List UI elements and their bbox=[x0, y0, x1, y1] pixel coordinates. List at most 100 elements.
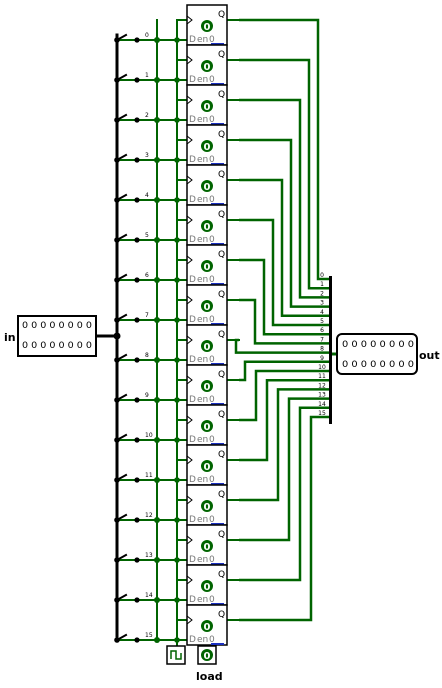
d-label: D bbox=[189, 115, 196, 125]
state-indicator bbox=[201, 300, 213, 312]
state-value: 0 bbox=[204, 582, 211, 593]
splitter-dot bbox=[134, 317, 140, 323]
clock-dot bbox=[174, 77, 180, 83]
state-value: 0 bbox=[204, 622, 211, 633]
splitter-dot bbox=[134, 157, 140, 163]
q-label: Q bbox=[218, 610, 225, 620]
clock-dot bbox=[174, 237, 180, 243]
en-label: en bbox=[197, 35, 208, 45]
splitter-dot bbox=[134, 557, 140, 563]
load-pin-value: 0 bbox=[204, 651, 211, 662]
combiner-label: 12 bbox=[318, 382, 326, 389]
clock-dot bbox=[174, 117, 180, 123]
zero-label: 0 bbox=[209, 635, 215, 645]
zero-label: 0 bbox=[209, 115, 215, 125]
data-dot bbox=[154, 237, 160, 243]
clock-triangle-icon bbox=[186, 135, 193, 145]
d-label: D bbox=[189, 195, 196, 205]
data-dot bbox=[154, 197, 160, 203]
zero-label: 0 bbox=[209, 195, 215, 205]
output-wire bbox=[239, 388, 329, 502]
zero-label: 0 bbox=[209, 595, 215, 605]
bit-label: 2 bbox=[145, 112, 149, 119]
state-indicator bbox=[201, 460, 213, 472]
data-dot bbox=[154, 277, 160, 283]
bit-label: 13 bbox=[145, 552, 153, 559]
state-value: 0 bbox=[204, 22, 211, 33]
output-label: out bbox=[419, 349, 440, 362]
data-dot bbox=[154, 557, 160, 563]
d-label: D bbox=[189, 75, 196, 85]
flipflop-15: QD en 00 bbox=[186, 604, 228, 646]
zero-label: 0 bbox=[209, 355, 215, 365]
clock-triangle-icon bbox=[186, 255, 193, 265]
zero-label: 0 bbox=[209, 395, 215, 405]
splitter-dot bbox=[114, 397, 120, 403]
q-label: Q bbox=[218, 130, 225, 140]
bit-label: 1 bbox=[145, 72, 149, 79]
q-label: Q bbox=[218, 90, 225, 100]
en-label: en bbox=[197, 355, 208, 365]
combiner-label: 0 bbox=[320, 272, 324, 279]
splitter-dot bbox=[114, 597, 120, 603]
clock-dot bbox=[174, 397, 180, 403]
input-pin[interactable]: 0 0 0 0 0 0 0 0 0 0 0 0 0 0 0 0 bbox=[17, 315, 97, 357]
combiner-label: 7 bbox=[320, 336, 324, 343]
input-pin-row-2: 0 0 0 0 0 0 0 0 bbox=[22, 341, 92, 351]
clock-dot bbox=[174, 477, 180, 483]
state-indicator bbox=[201, 580, 213, 592]
data-dot bbox=[154, 37, 160, 43]
clock-dot bbox=[174, 277, 180, 283]
splitter-dot bbox=[134, 237, 140, 243]
flipflop-1: QD en 00 bbox=[186, 44, 228, 86]
input-label: in bbox=[4, 331, 16, 344]
output-wire bbox=[239, 360, 329, 382]
combiner-label: 11 bbox=[318, 373, 326, 380]
d-label: D bbox=[189, 435, 196, 445]
clock-triangle-icon bbox=[186, 55, 193, 65]
flipflop-6: QD en 00 bbox=[186, 244, 228, 286]
splitter-dot bbox=[114, 437, 120, 443]
splitter-dot bbox=[114, 637, 120, 643]
en-label: en bbox=[197, 155, 208, 165]
load-pin[interactable]: 0 bbox=[197, 645, 217, 665]
bit-label: 3 bbox=[145, 152, 149, 159]
q-label: Q bbox=[218, 210, 225, 220]
clock-triangle-icon bbox=[186, 175, 193, 185]
output-pin: 0 0 0 0 0 0 0 0 0 0 0 0 0 0 0 0 bbox=[336, 333, 418, 375]
flipflop-13: QD en 00 bbox=[186, 524, 228, 566]
splitter-dot bbox=[134, 37, 140, 43]
state-indicator bbox=[201, 180, 213, 192]
clock-triangle-icon bbox=[186, 15, 193, 25]
state-value: 0 bbox=[204, 62, 211, 73]
clock-triangle-icon bbox=[186, 535, 193, 545]
en-label: en bbox=[197, 75, 208, 85]
state-value: 0 bbox=[204, 422, 211, 433]
en-label: en bbox=[197, 515, 208, 525]
d-label: D bbox=[189, 515, 196, 525]
en-label: en bbox=[197, 315, 208, 325]
q-label: Q bbox=[218, 250, 225, 260]
d-label: D bbox=[189, 635, 196, 645]
data-dot bbox=[154, 357, 160, 363]
output-wire bbox=[239, 298, 329, 345]
bit-label: 7 bbox=[145, 312, 149, 319]
output-wire bbox=[239, 258, 329, 336]
output-wire bbox=[239, 98, 329, 299]
combiner-label: 15 bbox=[318, 410, 326, 417]
d-label: D bbox=[189, 35, 196, 45]
clock-wave-icon bbox=[170, 650, 182, 660]
clock-dot bbox=[174, 437, 180, 443]
splitter-dot bbox=[114, 277, 120, 283]
bit-label: 10 bbox=[145, 432, 153, 439]
clock-input[interactable] bbox=[166, 645, 186, 665]
q-label: Q bbox=[218, 570, 225, 580]
clock-triangle-icon bbox=[186, 415, 193, 425]
output-wire bbox=[239, 406, 329, 582]
d-label: D bbox=[189, 275, 196, 285]
state-value: 0 bbox=[204, 222, 211, 233]
d-label: D bbox=[189, 595, 196, 605]
